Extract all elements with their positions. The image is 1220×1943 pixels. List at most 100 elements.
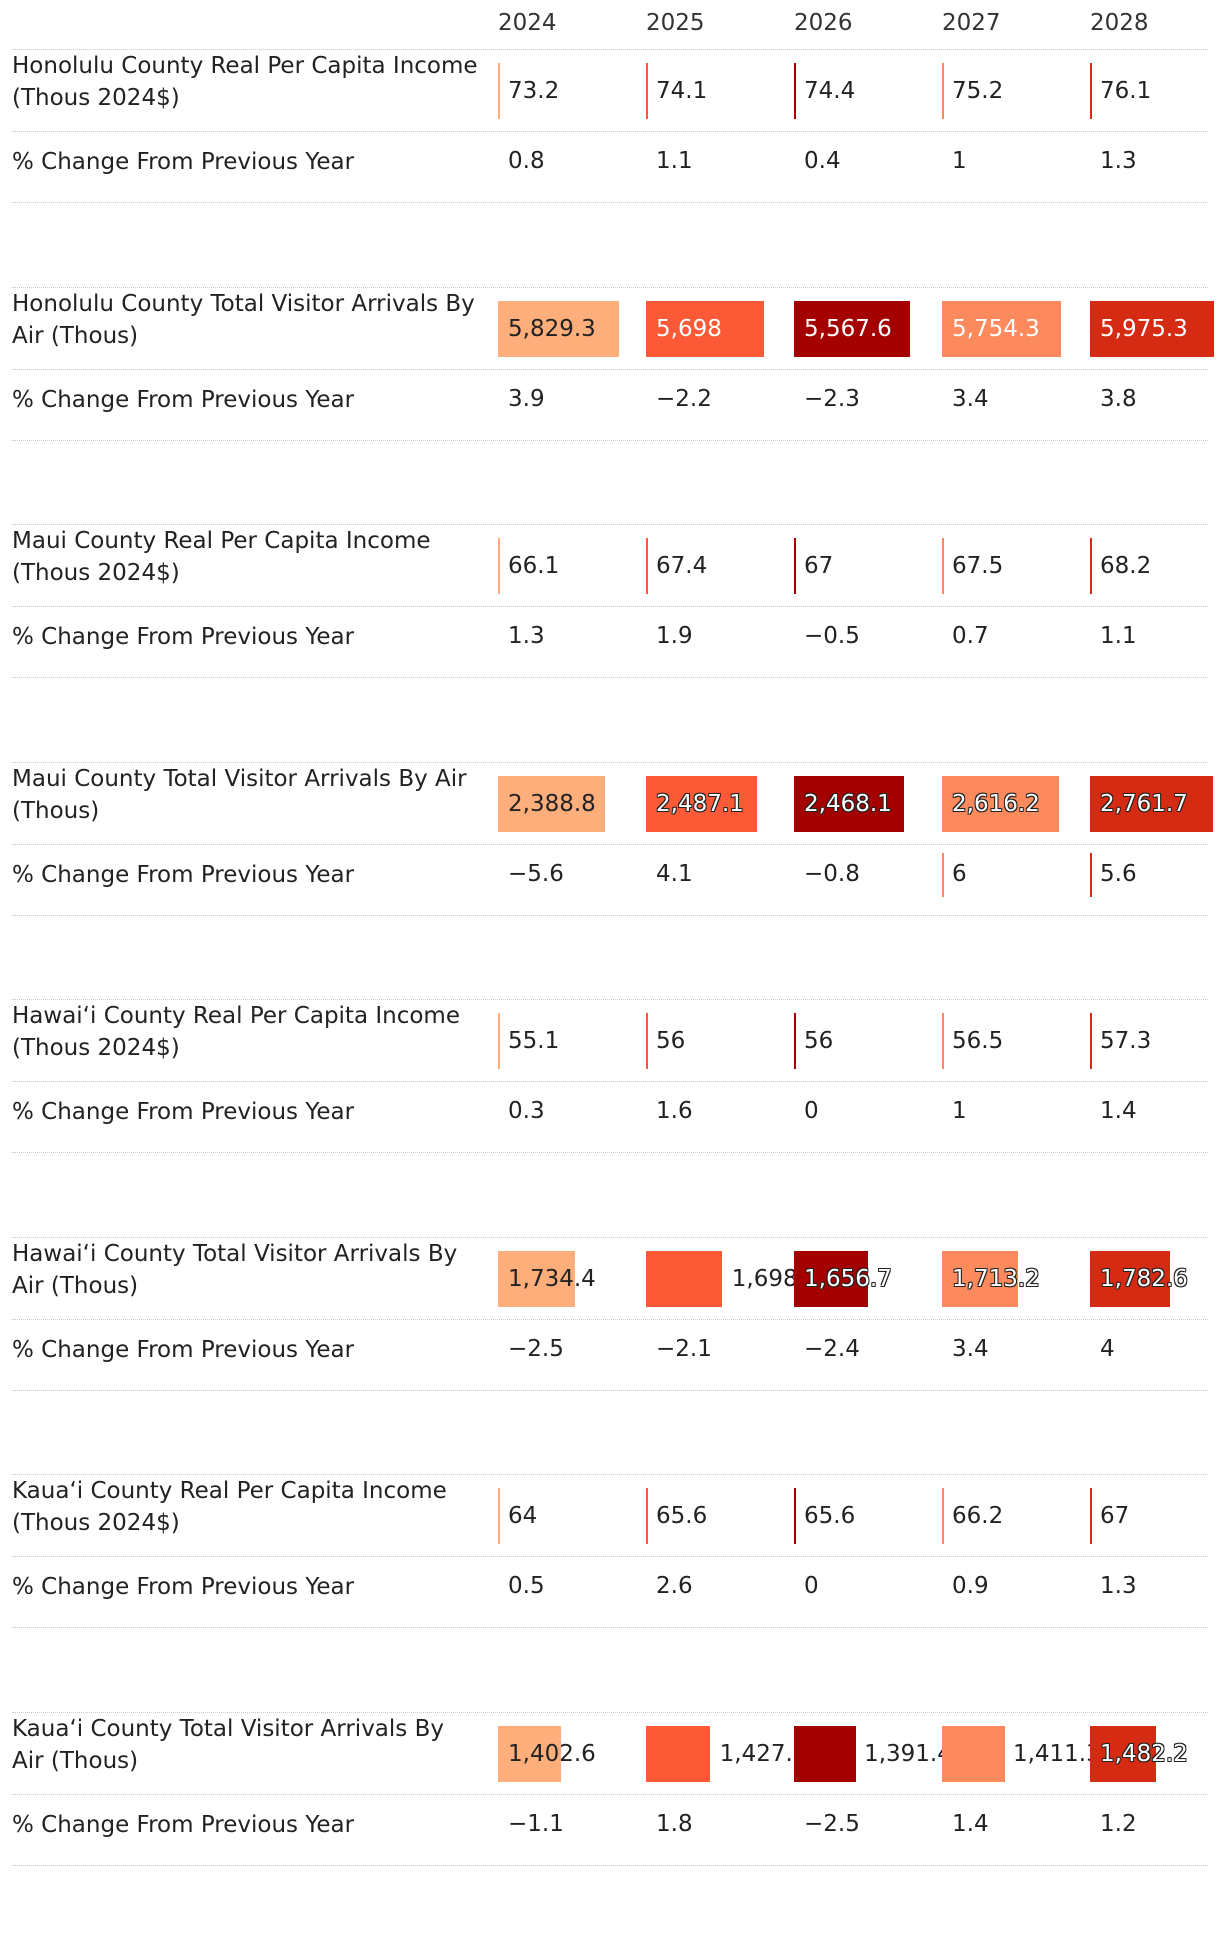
value-cell: 1,427.1 <box>646 1725 807 1782</box>
value-cell: 74.1 <box>646 63 770 119</box>
value-cell: 68.2 <box>1090 538 1214 594</box>
row-group-8: Kauaʻi County Total Visitor Arrivals By … <box>0 1703 1220 1943</box>
value-cell: 5,567.6 <box>794 300 918 357</box>
row-divider <box>12 1236 1208 1238</box>
value-label: 56 <box>656 1028 686 1054</box>
value-label: 55.1 <box>508 1028 560 1054</box>
value-tick <box>942 63 944 119</box>
value-tick <box>794 1488 796 1544</box>
row-divider <box>12 606 1208 607</box>
value-cell: 73.2 <box>498 63 622 119</box>
value-bar <box>498 300 619 357</box>
change-value: 0 <box>804 1098 819 1124</box>
change-tick <box>942 852 944 897</box>
change-value: −2.3 <box>804 385 860 412</box>
value-label: 67 <box>804 553 834 579</box>
value-cell: 5,975.3 <box>1090 300 1214 357</box>
value-label: 74.1 <box>656 78 708 104</box>
value-bar <box>1090 775 1214 832</box>
value-label: 5,829.3 <box>508 315 596 342</box>
value-label: 5,975.3 <box>1100 315 1188 342</box>
row-label: Maui County Total Visitor Arrivals By Ai… <box>12 765 467 824</box>
change-value: 1.8 <box>656 1810 693 1837</box>
change-value: 0 <box>804 1573 819 1599</box>
value-label: 1,698 <box>731 1265 798 1292</box>
value-label: 1,713.2 <box>952 1265 1040 1292</box>
row-label: Hawaiʻi County Total Visitor Arrivals By… <box>12 1240 458 1299</box>
value-label: 67 <box>1100 1503 1130 1529</box>
value-bar <box>794 775 905 832</box>
value-cell: 1,698 <box>646 1250 798 1307</box>
value-label: 2,487.1 <box>656 790 744 817</box>
value-cell: 2,468.1 <box>794 775 918 832</box>
value-tick <box>794 538 796 594</box>
value-tick <box>1090 538 1092 594</box>
value-cell: 56 <box>646 1013 770 1069</box>
change-value: −2.1 <box>656 1335 712 1362</box>
value-bar <box>498 775 605 832</box>
row-divider <box>12 1318 1208 1320</box>
change-value: 0.4 <box>804 148 841 174</box>
value-tick <box>646 1488 648 1544</box>
value-label: 65.6 <box>656 1503 708 1529</box>
value-cell: 2,616.2 <box>942 775 1066 832</box>
change-value: 1.4 <box>952 1810 989 1837</box>
value-cell: 67.5 <box>942 538 1066 594</box>
change-label: % Change From Previous Year <box>12 1811 355 1838</box>
change-value: 3.4 <box>952 1335 989 1362</box>
value-tick <box>646 63 648 119</box>
change-value: 1 <box>952 148 967 174</box>
value-label: 68.2 <box>1100 553 1152 579</box>
change-value: 1.3 <box>1100 1573 1137 1599</box>
change-value: −0.8 <box>804 860 860 887</box>
value-label: 1,656.7 <box>804 1265 892 1292</box>
value-cell: 5,829.3 <box>498 300 622 357</box>
change-value: 3.9 <box>508 385 545 412</box>
value-bar <box>942 775 1059 832</box>
value-tick <box>498 1488 500 1544</box>
year-header-2025: 2025 <box>646 10 705 36</box>
value-label: 67.5 <box>952 553 1004 579</box>
change-value: −2.2 <box>656 385 712 412</box>
value-label: 57.3 <box>1100 1028 1152 1054</box>
change-value: −2.5 <box>508 1335 564 1362</box>
value-label: 5,698 <box>656 315 722 342</box>
row-divider <box>12 1152 1208 1153</box>
row-divider <box>12 1474 1208 1475</box>
value-cell: 66.1 <box>498 538 622 594</box>
change-label: % Change From Previous Year <box>12 861 355 888</box>
value-bar <box>794 300 910 357</box>
value-label: 1,391.4 <box>864 1740 952 1767</box>
value-label: 66.2 <box>952 1503 1004 1529</box>
change-value: 3.4 <box>952 385 989 412</box>
value-bar <box>646 775 757 832</box>
value-bar <box>498 1725 561 1782</box>
row-divider <box>12 202 1208 203</box>
row-divider <box>12 49 1208 50</box>
row-divider <box>12 1556 1208 1557</box>
value-cell: 76.1 <box>1090 63 1214 119</box>
row-divider <box>12 131 1208 132</box>
value-bar <box>794 1250 868 1307</box>
change-tick <box>1090 852 1092 897</box>
value-label: 5,754.3 <box>952 315 1040 342</box>
change-value: 1.4 <box>1100 1098 1137 1124</box>
data-table: 2024 2025 2026 2027 2028 Honolulu County Real… <box>0 10 1220 1866</box>
value-tick <box>1090 1013 1092 1069</box>
value-cell: 64 <box>498 1488 622 1544</box>
change-value: −0.5 <box>804 623 860 649</box>
row-group-2: Honolulu County Total Visitor Arrivals B… <box>0 278 1220 518</box>
change-value: 5.6 <box>1100 860 1137 887</box>
year-header-2028: 2028 <box>1090 10 1149 36</box>
value-cell: 67 <box>1090 1488 1214 1544</box>
change-value: 1.2 <box>1100 1810 1137 1837</box>
change-label: % Change From Previous Year <box>12 1574 355 1600</box>
value-cell: 1,656.7 <box>794 1250 918 1307</box>
value-cell: 5,698 <box>646 300 770 357</box>
value-tick <box>942 1488 944 1544</box>
value-cell: 56 <box>794 1013 918 1069</box>
value-tick <box>498 63 500 119</box>
row-group-4: Maui County Total Visitor Arrivals By Ai… <box>0 753 1220 993</box>
value-tick <box>942 538 944 594</box>
value-label: 2,761.7 <box>1100 790 1188 817</box>
